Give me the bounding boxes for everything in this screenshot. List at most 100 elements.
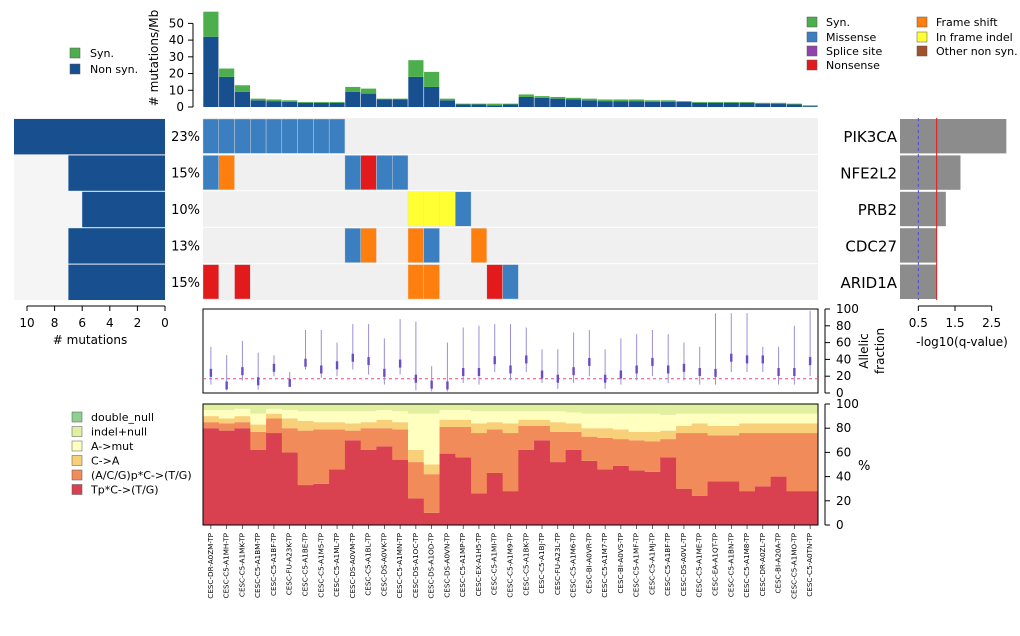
syn-bar [802,105,818,107]
syn-bar [234,85,251,92]
allelic-median [572,367,575,376]
syn-bar [786,103,802,105]
spectrum-legend-swatch [71,411,83,423]
nonsyn-bar [802,106,818,107]
spectrum-segment [613,429,630,440]
allelic-median [335,361,339,370]
allelic-median [398,359,402,368]
syn-bar [392,98,408,100]
spectrum-segment [423,404,440,414]
spectrum-segment [628,404,645,414]
spectrum-segment [218,404,235,411]
spectrum-y-label: % [858,459,870,474]
mutation-cell [486,264,503,300]
spectrum-segment [455,457,472,525]
sample-label: CESC-DS-A0VK-TP [379,532,388,596]
spectrum-segment [234,422,251,429]
spectrum-segment [534,425,551,441]
spectrum-segment [376,419,393,429]
spectrum-segment [676,413,693,426]
allelic-median [272,363,276,372]
top-y-tick-label: 30 [169,50,184,64]
mutation-cell [234,118,251,154]
spectrum-segment [739,404,756,414]
spectrum-segment [676,488,693,525]
spectrum-segment [691,423,709,434]
spectrum-segment [691,495,709,525]
spectrum-segment [297,411,314,421]
spectrum-segment [281,418,299,429]
allelic-median [730,353,733,362]
nonsyn-bar [376,99,392,107]
syn-bar [613,99,629,102]
gene-percent: 23% [171,130,200,145]
allelic-median [698,368,701,376]
legend-swatch [916,16,928,28]
legend-label: Non syn. [90,63,138,76]
syn-bar [629,99,645,102]
mutation-cell [202,264,219,300]
spectrum-segment [739,413,756,424]
spectrum-segment [329,411,346,423]
syn-bar [739,101,755,103]
allelic-median [651,357,654,366]
spectrum-segment [471,433,488,494]
spectrum-segment [770,433,787,477]
allelic-median [304,358,307,367]
syn-bar [329,101,345,103]
nonsyn-bar [455,104,471,107]
allelic-median [714,368,717,377]
spectrum-legend-swatch [71,455,83,466]
syn-bar [250,98,266,101]
spectrum-segment [739,433,756,492]
spectrum-segment [281,410,299,419]
sample-label: CESC-C5-A1BF-TP [663,532,672,596]
spectrum-segment [565,412,582,424]
qvalue-bar [900,191,946,227]
spectrum-segment [613,465,630,525]
mutation-cell [423,227,440,263]
spectrum-segment [660,457,677,525]
sample-label: CESC-C5-A1BJ-TP [537,532,546,593]
legend-label: Splice site [826,45,882,58]
legend-swatch [806,16,818,28]
sample-label: CESC-BI-A0VR-TP [584,532,593,593]
top-y-tick-label: 0 [176,100,184,114]
spectrum-segment [439,410,456,420]
spectrum-segment [628,470,645,525]
nonsyn-bar [565,99,582,107]
mutation-cell [407,264,424,300]
spectrum-segment [786,491,803,525]
nonsyn-bar [755,103,771,107]
sample-label: CESC-C5-A1MK-TP [237,532,246,597]
legend-swatch [916,45,928,57]
spectrum-segment [628,413,645,432]
allelic-median [808,357,812,366]
spectrum-segment [471,493,488,525]
mutation-cell [360,227,377,263]
allelic-median [793,368,796,376]
spectrum-segment [439,453,456,525]
spectrum-segment [218,430,235,525]
allelic-median [777,368,780,376]
spectrum-segment [565,423,582,432]
spectrum-segment [313,404,330,412]
spectrum-segment [455,426,472,458]
spectrum-segment [707,481,724,525]
sample-label: CESC-DS-A0VM-TP [348,532,357,598]
sample-label: CESC-FU-A23L-TP [553,532,562,595]
spectrum-segment [408,462,425,499]
spectrum-segment [770,404,787,414]
spectrum-segment [802,491,819,525]
nonsyn-bar [266,101,282,107]
nonsyn-bar [408,76,424,107]
spectrum-segment [691,413,709,424]
nonsyn-bar [692,102,708,107]
spectrum-segment [250,404,267,414]
spectrum-segment [266,404,283,409]
allelic-median [351,353,355,362]
spectrum-segment [786,433,803,492]
spectrum-segment [723,404,740,414]
allelic-median [556,374,560,383]
